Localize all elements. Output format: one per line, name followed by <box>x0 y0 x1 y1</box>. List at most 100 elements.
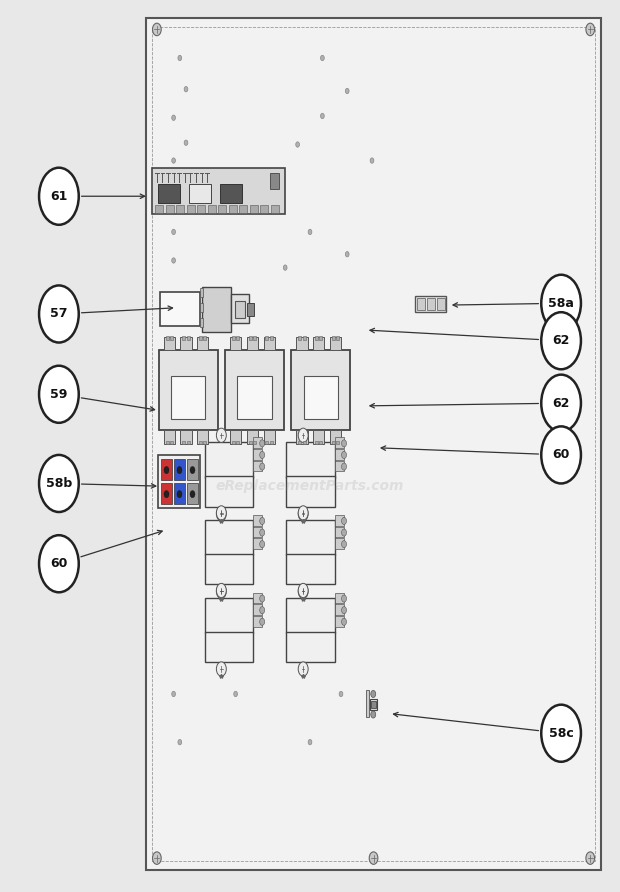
Bar <box>319 441 322 444</box>
Bar <box>253 538 262 549</box>
Circle shape <box>216 584 226 599</box>
Bar <box>253 604 262 615</box>
Circle shape <box>216 506 226 520</box>
Bar <box>370 699 377 710</box>
Circle shape <box>260 595 265 602</box>
Bar <box>253 592 262 603</box>
Bar <box>330 337 341 350</box>
Bar <box>232 441 235 444</box>
Bar <box>415 296 446 312</box>
Bar <box>166 441 169 444</box>
Circle shape <box>298 584 308 599</box>
Bar <box>335 515 344 525</box>
Bar <box>171 376 205 419</box>
Bar <box>247 430 258 444</box>
Bar <box>371 701 376 708</box>
Bar <box>286 476 335 507</box>
Bar <box>330 430 341 444</box>
Bar <box>253 526 262 537</box>
Circle shape <box>184 140 188 145</box>
Circle shape <box>342 529 347 536</box>
Circle shape <box>342 618 347 625</box>
Bar <box>230 430 241 444</box>
Circle shape <box>260 517 265 524</box>
Circle shape <box>339 691 343 697</box>
Circle shape <box>153 852 161 864</box>
Bar <box>265 441 268 444</box>
Bar <box>205 476 253 507</box>
Circle shape <box>298 506 308 520</box>
Bar <box>187 336 190 340</box>
Circle shape <box>177 491 182 498</box>
Bar <box>160 292 200 326</box>
Bar <box>264 430 275 444</box>
Bar <box>197 430 208 444</box>
Text: 62: 62 <box>552 334 570 347</box>
Circle shape <box>260 529 265 536</box>
Circle shape <box>345 252 349 257</box>
Circle shape <box>164 491 169 498</box>
Circle shape <box>321 113 324 119</box>
Bar <box>174 483 185 504</box>
Circle shape <box>342 517 347 524</box>
Bar <box>270 173 279 189</box>
Bar <box>164 430 175 444</box>
Circle shape <box>39 285 79 343</box>
Circle shape <box>321 55 324 61</box>
Circle shape <box>342 607 347 614</box>
Bar <box>253 441 256 444</box>
Bar <box>187 459 198 480</box>
Bar <box>286 442 335 478</box>
Bar <box>200 303 203 312</box>
Bar <box>237 376 272 419</box>
Bar <box>249 336 252 340</box>
Bar <box>180 337 192 350</box>
Bar <box>250 205 258 213</box>
Bar <box>253 336 256 340</box>
Text: 57: 57 <box>50 308 68 320</box>
Circle shape <box>342 451 347 458</box>
Bar <box>187 483 198 504</box>
Circle shape <box>541 426 581 483</box>
Bar <box>335 437 344 448</box>
Bar <box>304 376 338 419</box>
Circle shape <box>370 852 378 864</box>
Bar <box>335 526 344 537</box>
Bar <box>286 632 335 662</box>
Circle shape <box>39 535 79 592</box>
Bar <box>417 298 425 310</box>
Bar <box>236 336 239 340</box>
Bar <box>164 337 175 350</box>
Circle shape <box>39 366 79 423</box>
Circle shape <box>260 451 265 458</box>
Circle shape <box>164 467 169 474</box>
Bar <box>220 184 242 203</box>
Bar <box>218 205 226 213</box>
Bar <box>286 598 335 633</box>
Bar <box>200 318 203 327</box>
Bar <box>335 615 344 626</box>
Bar <box>187 441 190 444</box>
Bar <box>199 441 202 444</box>
Bar <box>298 336 301 340</box>
Bar <box>205 632 253 662</box>
Bar <box>182 441 185 444</box>
Circle shape <box>178 55 182 61</box>
Circle shape <box>298 507 308 521</box>
Bar <box>229 205 237 213</box>
Text: 58a: 58a <box>548 297 574 310</box>
Circle shape <box>342 440 347 447</box>
Circle shape <box>342 541 347 548</box>
Circle shape <box>216 507 226 521</box>
Circle shape <box>541 375 581 432</box>
Bar <box>208 205 216 213</box>
Bar <box>335 604 344 615</box>
Text: 58c: 58c <box>549 727 574 739</box>
Bar <box>319 336 322 340</box>
Text: 59: 59 <box>50 388 68 401</box>
Bar <box>313 430 324 444</box>
Bar <box>270 441 273 444</box>
Circle shape <box>541 705 581 762</box>
Bar <box>166 205 174 213</box>
Circle shape <box>177 467 182 474</box>
